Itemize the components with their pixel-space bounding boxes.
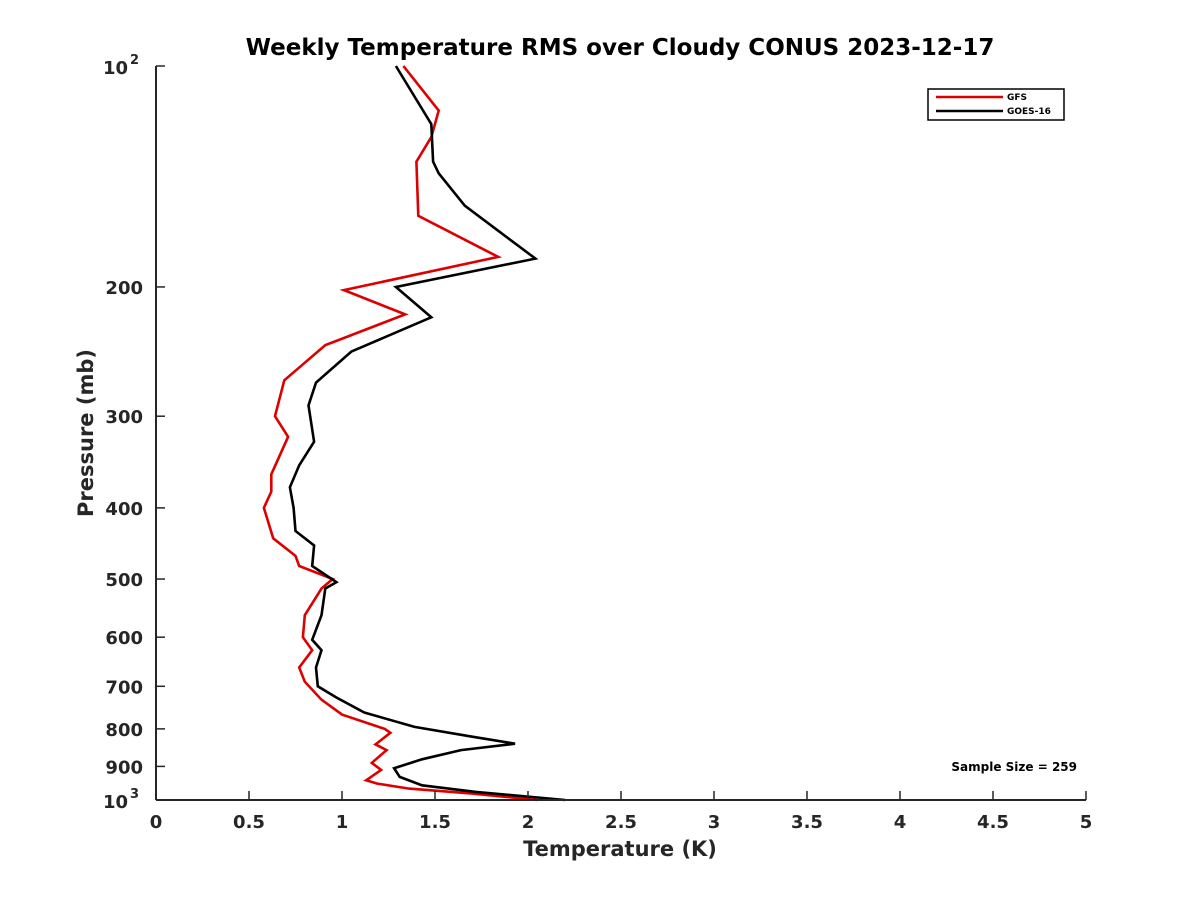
y-tick-label: 10 <box>103 792 128 813</box>
x-tick-label: 5 <box>1080 812 1093 833</box>
y-tick-exponent: 3 <box>130 787 139 802</box>
y-tick-label: 500 <box>105 570 143 591</box>
x-tick-label: 3.5 <box>791 812 823 833</box>
chart-title: Weekly Temperature RMS over Cloudy CONUS… <box>246 35 995 61</box>
x-ticks: 0 0.5 1 1.5 2 2.5 3 3.5 4 4.5 5 <box>150 791 1093 833</box>
legend-box <box>927 88 1065 121</box>
series-group <box>262 65 566 802</box>
legend-label-gfs: GFS <box>1007 93 1027 103</box>
legend: GFS GOES-16 <box>927 88 1065 121</box>
sample-size-annotation: Sample Size = 259 <box>951 760 1077 774</box>
y-tick-label: 600 <box>105 628 143 649</box>
x-tick-label: 2 <box>522 812 535 833</box>
x-tick-label: 4.5 <box>977 812 1009 833</box>
y-tick-label: 200 <box>105 278 143 299</box>
y-tick-exponent: 2 <box>130 53 139 68</box>
x-axis-label: Temperature (K) <box>523 837 717 861</box>
x-tick-label: 1 <box>336 812 349 833</box>
y-tick-label: 400 <box>105 499 143 520</box>
y-tick-label: 300 <box>105 407 143 428</box>
x-tick-label: 1.5 <box>419 812 451 833</box>
x-tick-label: 0.5 <box>233 812 265 833</box>
y-tick-label: 700 <box>105 677 143 698</box>
y-tick-label: 900 <box>105 757 143 778</box>
x-tick-label: 4 <box>894 812 907 833</box>
legend-label-goes-16: GOES-16 <box>1007 107 1051 117</box>
x-tick-label: 3 <box>708 812 721 833</box>
y-tick-label: 800 <box>105 720 143 741</box>
series-line-gfs <box>262 65 538 802</box>
y-axis-label: Pressure (mb) <box>74 349 98 517</box>
x-tick-label: 2.5 <box>605 812 637 833</box>
y-tick-label: 10 <box>103 58 128 79</box>
series-line-goes-16 <box>288 65 566 802</box>
x-tick-label: 0 <box>150 812 163 833</box>
